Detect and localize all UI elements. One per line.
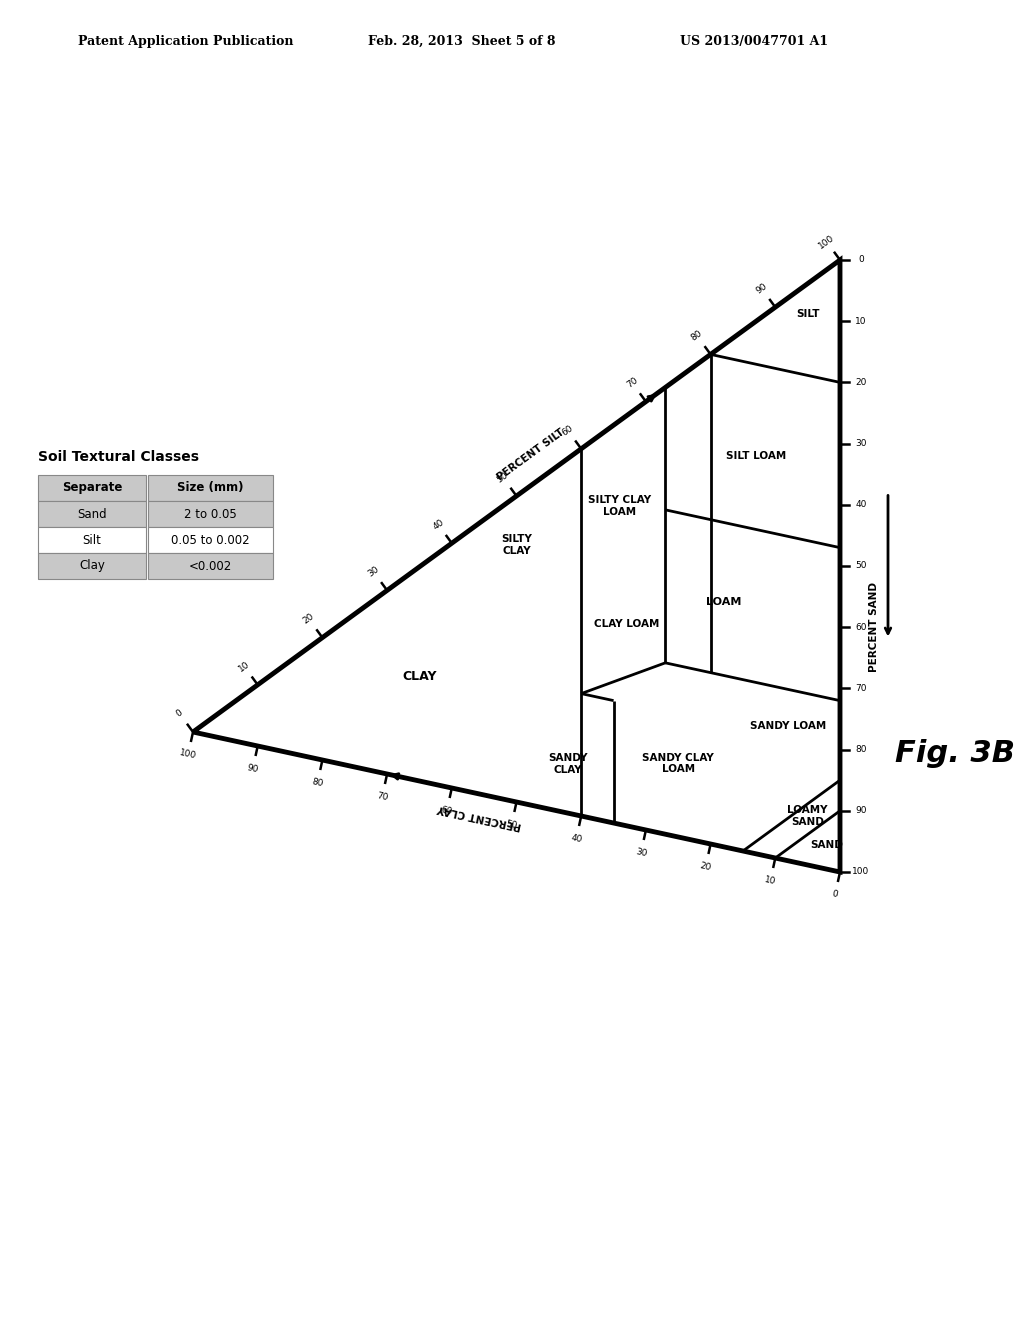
Text: PERCENT SILT: PERCENT SILT (496, 426, 566, 482)
Text: 0.05 to 0.002: 0.05 to 0.002 (171, 533, 250, 546)
Text: 100: 100 (817, 232, 836, 249)
Text: 10: 10 (855, 317, 866, 326)
Text: SANDY CLAY
LOAM: SANDY CLAY LOAM (642, 752, 714, 775)
Bar (38, 553, 146, 579)
Text: PERCENT CLAY: PERCENT CLAY (436, 803, 522, 830)
Text: 60: 60 (440, 805, 454, 816)
Text: 50: 50 (855, 561, 866, 570)
Text: 30: 30 (635, 847, 647, 858)
Text: SILTY
CLAY: SILTY CLAY (501, 535, 531, 556)
Text: Silt: Silt (83, 533, 101, 546)
Text: SAND: SAND (811, 840, 844, 850)
Text: 50: 50 (496, 470, 510, 484)
Text: CLAY LOAM: CLAY LOAM (594, 619, 659, 628)
Text: Separate: Separate (61, 482, 122, 495)
Bar (148, 553, 273, 579)
Text: PERCENT SAND: PERCENT SAND (869, 582, 879, 672)
Text: 90: 90 (755, 281, 769, 296)
Text: 30: 30 (367, 565, 381, 579)
Text: 20: 20 (699, 861, 713, 873)
Bar (38, 475, 146, 502)
Text: 100: 100 (852, 867, 869, 876)
Text: 80: 80 (311, 777, 325, 788)
Text: SILT LOAM: SILT LOAM (726, 451, 786, 461)
Text: Clay: Clay (79, 560, 104, 573)
Text: 70: 70 (376, 791, 389, 803)
Text: <0.002: <0.002 (188, 560, 232, 573)
Text: 0: 0 (174, 708, 184, 719)
Text: 90: 90 (246, 763, 259, 774)
Text: 40: 40 (855, 500, 866, 510)
Text: 80: 80 (855, 744, 866, 754)
Text: CLAY: CLAY (402, 671, 436, 684)
Text: US 2013/0047701 A1: US 2013/0047701 A1 (680, 36, 828, 48)
Text: 20: 20 (302, 612, 316, 626)
Text: 50: 50 (505, 818, 518, 830)
Text: Feb. 28, 2013  Sheet 5 of 8: Feb. 28, 2013 Sheet 5 of 8 (368, 36, 555, 48)
Bar (148, 502, 273, 527)
Text: SILT: SILT (796, 309, 819, 319)
Bar (148, 527, 273, 553)
Text: 0: 0 (831, 890, 839, 899)
Text: 2 to 0.05: 2 to 0.05 (184, 507, 237, 520)
Text: SANDY LOAM: SANDY LOAM (751, 721, 826, 731)
Text: Patent Application Publication: Patent Application Publication (78, 36, 294, 48)
Text: 60: 60 (855, 623, 866, 632)
Text: 90: 90 (855, 807, 866, 816)
Bar (38, 527, 146, 553)
Text: 10: 10 (237, 659, 252, 673)
Text: 60: 60 (560, 424, 574, 437)
Bar (148, 475, 273, 502)
Text: 40: 40 (431, 517, 445, 532)
Text: 0: 0 (858, 256, 864, 264)
Text: 70: 70 (855, 684, 866, 693)
Text: LOAM: LOAM (706, 597, 741, 607)
Text: Soil Textural Classes: Soil Textural Classes (38, 450, 199, 465)
Text: LOAMY
SAND: LOAMY SAND (787, 805, 827, 826)
Text: 40: 40 (569, 833, 583, 843)
Text: Fig. 3B: Fig. 3B (895, 738, 1015, 767)
Text: SILTY CLAY
LOAM: SILTY CLAY LOAM (589, 495, 651, 517)
Bar (38, 502, 146, 527)
Text: 20: 20 (855, 378, 866, 387)
Text: 10: 10 (764, 875, 777, 886)
Text: SANDY
CLAY: SANDY CLAY (549, 754, 588, 775)
Text: Sand: Sand (77, 507, 106, 520)
Text: 80: 80 (690, 329, 705, 343)
Text: 30: 30 (855, 440, 866, 447)
Text: 70: 70 (625, 376, 640, 389)
Text: Size (mm): Size (mm) (177, 482, 244, 495)
Text: 100: 100 (179, 748, 198, 760)
